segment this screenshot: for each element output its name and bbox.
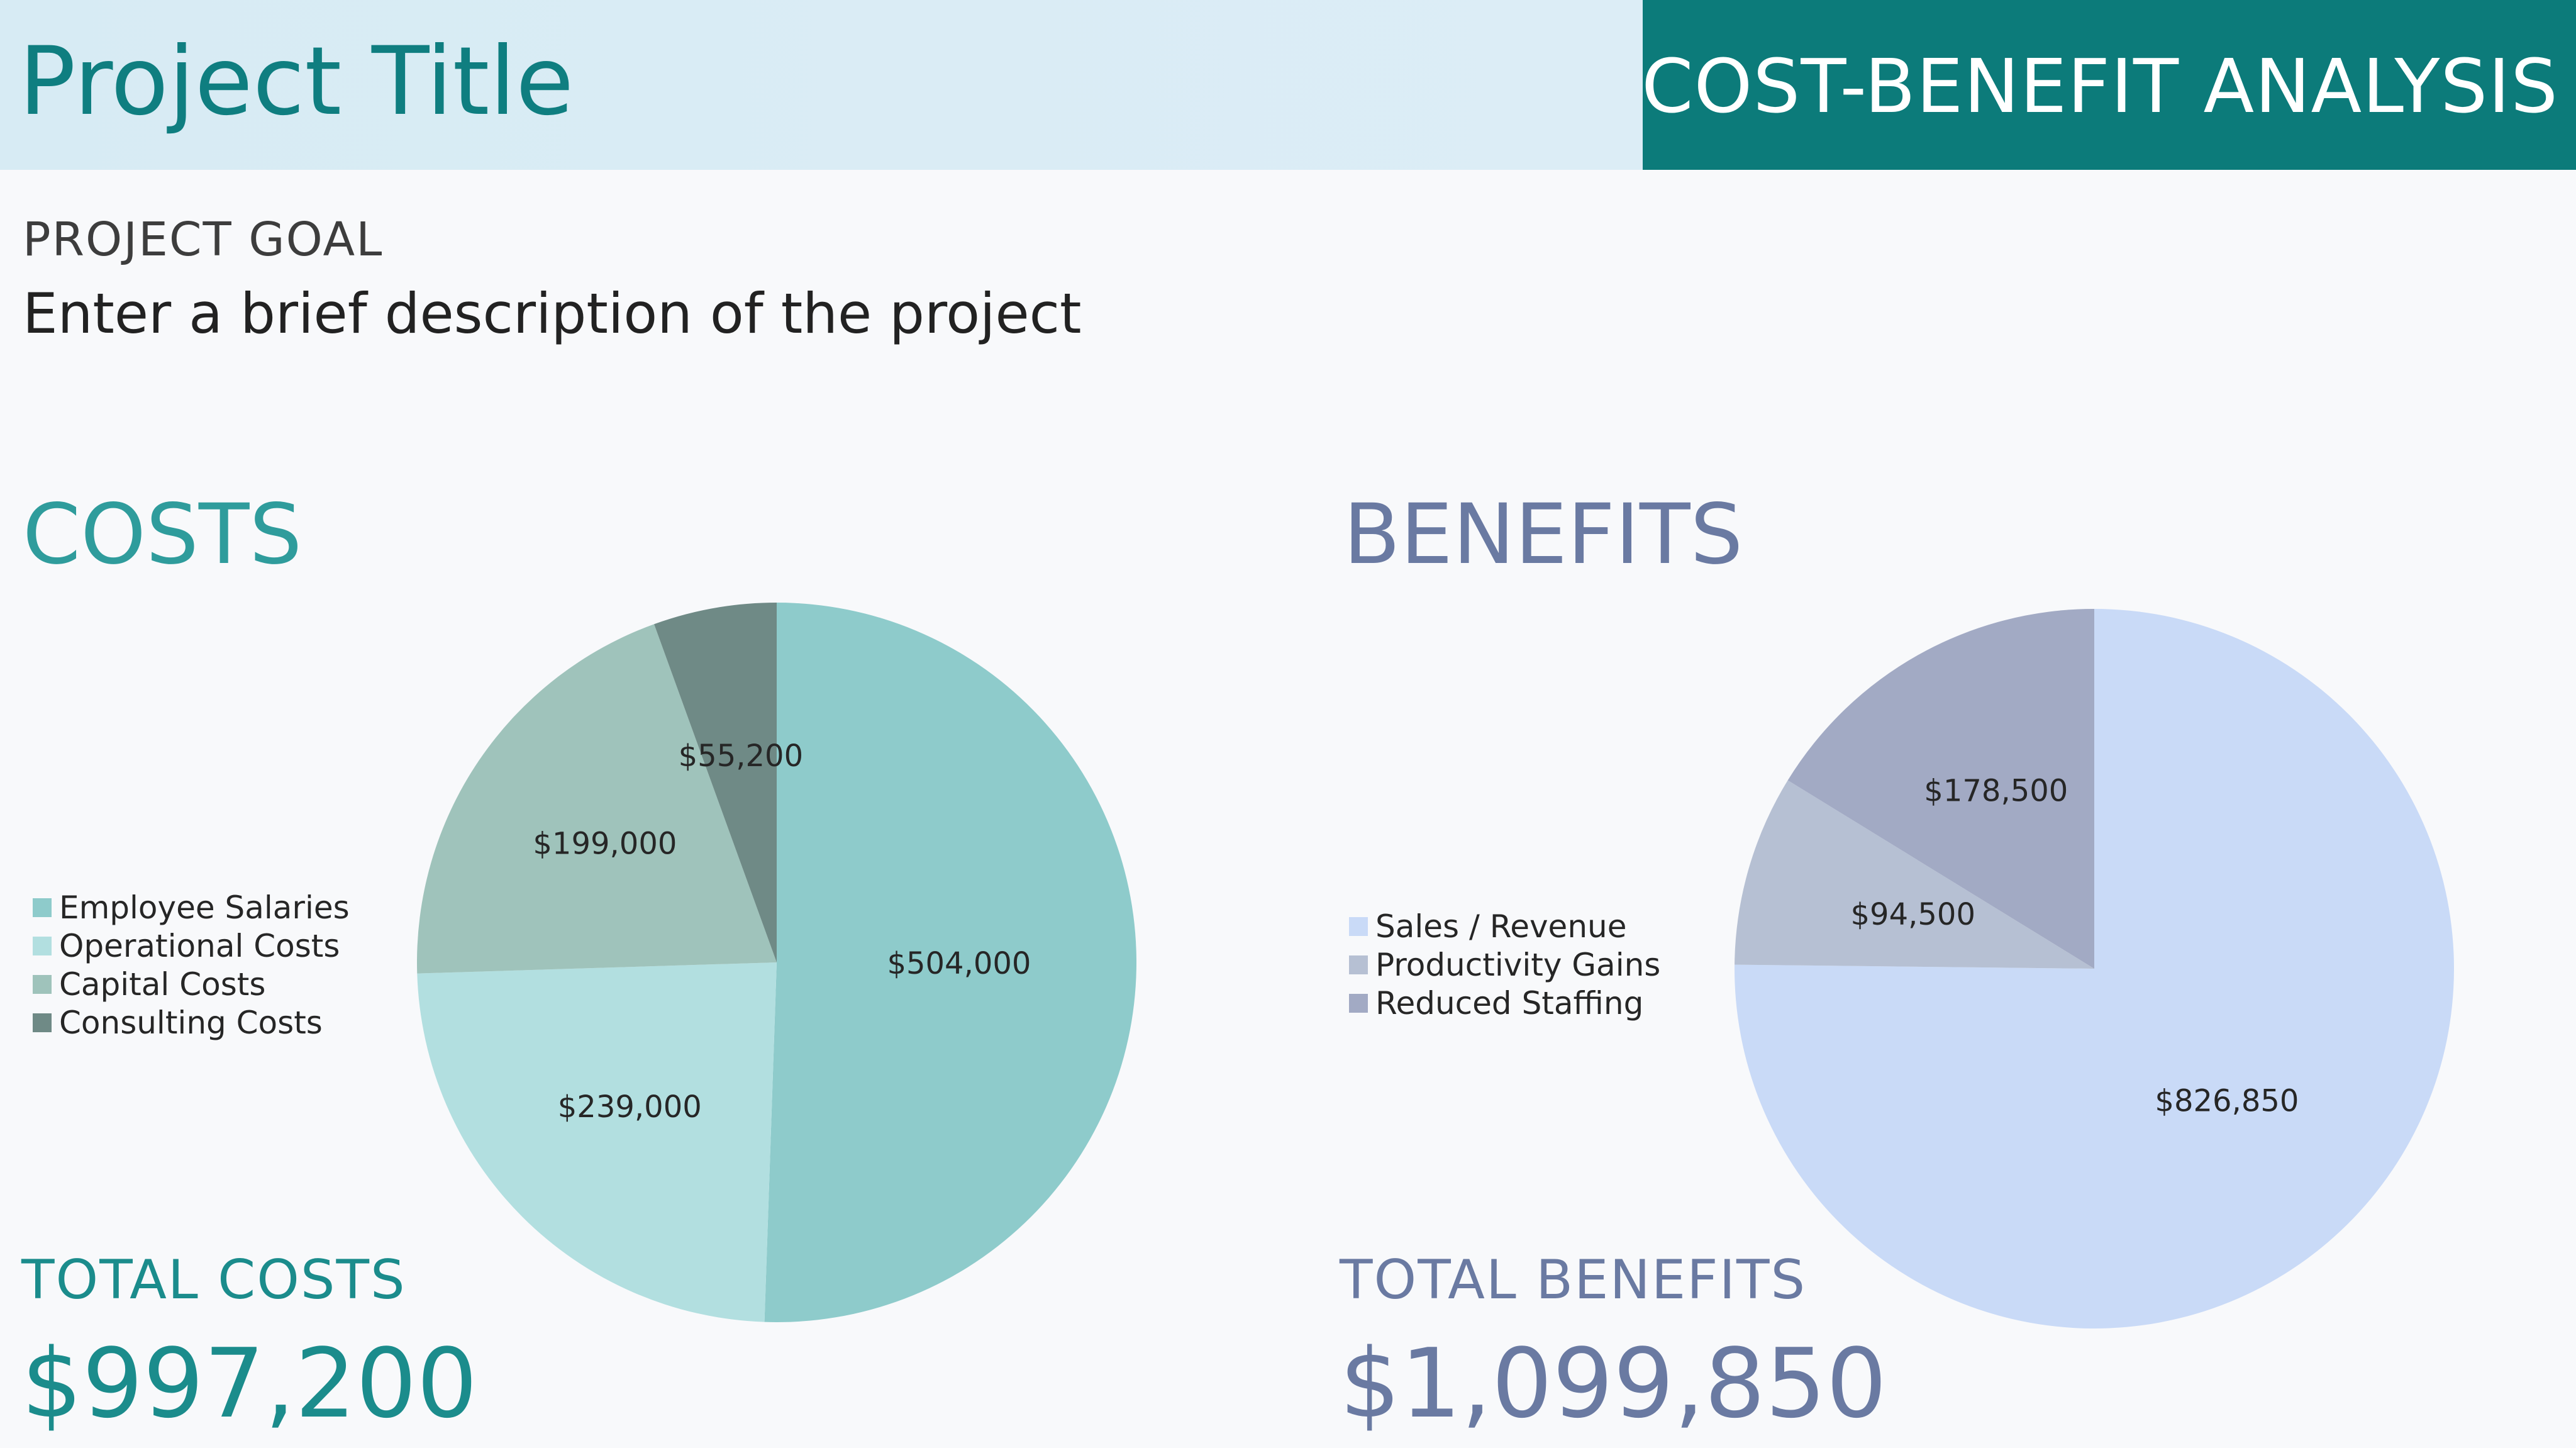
- header-banner: [0, 0, 1643, 170]
- legend-item: Productivity Gains: [1349, 945, 1660, 984]
- project-goal-text[interactable]: Enter a brief description of the project: [23, 281, 1082, 346]
- pie-data-label: $199,000: [533, 827, 677, 862]
- legend-swatch: [33, 936, 52, 955]
- legend-swatch: [33, 1013, 52, 1032]
- pie-data-label: $55,200: [679, 738, 804, 774]
- legend-item: Reduced Staffing: [1349, 984, 1660, 1022]
- pie-slice-capital-costs: [417, 624, 777, 974]
- legend-swatch: [1349, 993, 1368, 1013]
- project-goal-label: PROJECT GOAL: [23, 213, 384, 267]
- legend-item: Capital Costs: [33, 965, 350, 1003]
- pie-data-label: $239,000: [558, 1089, 702, 1125]
- legend-item: Operational Costs: [33, 927, 350, 965]
- legend-item: Sales / Revenue: [1349, 907, 1660, 945]
- legend-swatch: [1349, 916, 1368, 936]
- pie-slice-employee-salaries: [764, 603, 1137, 1322]
- pie-data-label: $178,500: [1924, 774, 2068, 809]
- legend-label: Operational Costs: [59, 927, 340, 964]
- project-title[interactable]: Project Title: [19, 27, 574, 136]
- benefits-legend: Sales / Revenue Productivity Gains Reduced…: [1349, 907, 1660, 1022]
- analysis-title-banner: [1643, 0, 2576, 170]
- benefits-heading: BENEFITS: [1343, 486, 1743, 583]
- legend-label: Capital Costs: [59, 966, 266, 1003]
- pie-data-label: $826,850: [2155, 1083, 2299, 1118]
- analysis-title: COST-BENEFIT ANALYSIS: [1641, 43, 2558, 130]
- pie-data-label: $504,000: [887, 946, 1031, 981]
- total-costs-value: $997,200: [21, 1328, 478, 1439]
- total-costs-label: TOTAL COSTS: [21, 1249, 406, 1312]
- legend-swatch: [1349, 955, 1368, 974]
- pie-slice-reduced-staffing: [1787, 609, 2094, 969]
- legend-label: Reduced Staffing: [1375, 984, 1644, 1022]
- costs-heading: COSTS: [23, 486, 303, 583]
- pie-slice-operational-costs: [417, 962, 777, 1322]
- pie-slice-productivity-gains: [1735, 780, 2094, 969]
- pie-slice-consulting-costs: [654, 603, 777, 962]
- legend-label: Consulting Costs: [59, 1004, 323, 1041]
- total-benefits-label: TOTAL BENEFITS: [1340, 1249, 1807, 1312]
- legend-label: Productivity Gains: [1375, 946, 1661, 983]
- costs-pie-chart: $504,000 $239,000 $199,000 $55,200: [417, 603, 1137, 1322]
- costs-legend: Employee Salaries Operational Costs Capita…: [33, 888, 350, 1042]
- legend-label: Sales / Revenue: [1375, 908, 1627, 945]
- legend-swatch: [33, 974, 52, 994]
- legend-item: Employee Salaries: [33, 888, 350, 927]
- legend-swatch: [33, 898, 52, 917]
- total-benefits-value: $1,099,850: [1340, 1328, 1887, 1439]
- legend-item: Consulting Costs: [33, 1003, 350, 1042]
- legend-label: Employee Salaries: [59, 889, 350, 926]
- pie-data-label: $94,500: [1851, 897, 1976, 932]
- benefits-pie-chart: $826,850 $94,500 $178,500: [1735, 609, 2454, 1328]
